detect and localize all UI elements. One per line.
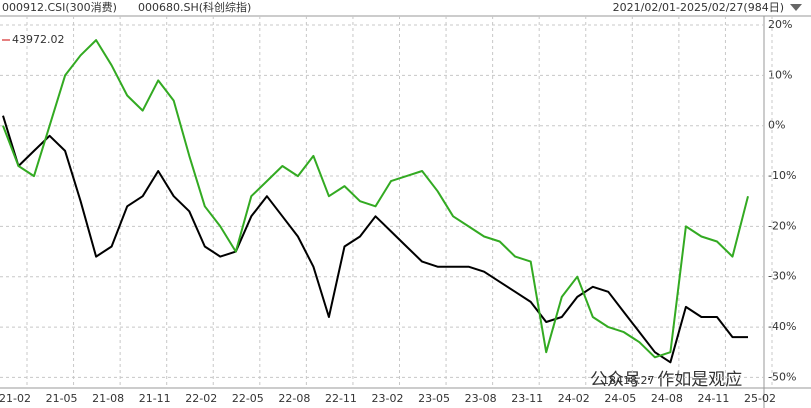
x-tick-label: 22-02 — [185, 392, 217, 405]
x-tick-label: 22-11 — [325, 392, 357, 405]
watermark: 公众号 · 作如是观应 — [590, 370, 742, 390]
x-tick-label: 21-08 — [92, 392, 124, 405]
x-tick-label: 21-05 — [46, 392, 78, 405]
y-tick-label: 10% — [768, 68, 792, 81]
y-tick-label: -30% — [768, 270, 796, 283]
x-tick-label: 25-02 — [744, 392, 776, 405]
annotation: 18418.27 — [602, 374, 655, 387]
x-tick-label: 23-02 — [372, 392, 404, 405]
x-tick-label: 22-05 — [232, 392, 264, 405]
dropdown-icon[interactable] — [790, 4, 802, 11]
x-tick-label: 21-02 — [0, 392, 31, 405]
y-tick-label: 0% — [768, 119, 785, 132]
x-tick-label: 23-08 — [465, 392, 497, 405]
x-tick-label: 24-02 — [558, 392, 590, 405]
y-tick-label: 20% — [768, 18, 792, 31]
x-tick-label: 23-11 — [511, 392, 543, 405]
series-line — [2, 115, 748, 364]
x-tick-label: 24-11 — [697, 392, 729, 405]
y-tick-label: -40% — [768, 320, 796, 333]
annotation: 43972.02 — [12, 33, 65, 46]
x-tick-label: 24-05 — [604, 392, 636, 405]
date-range: 2021/02/01-2025/02/27(984日) — [613, 1, 784, 14]
legend-entry: 000912.CSI(300消费) — [2, 0, 117, 14]
x-tick-label: 23-05 — [418, 392, 450, 405]
x-tick-label: 21-11 — [139, 392, 171, 405]
y-tick-label: -10% — [768, 169, 796, 182]
y-tick-label: -50% — [768, 370, 796, 383]
x-tick-label: 24-08 — [651, 392, 683, 405]
x-tick-label: 22-08 — [278, 392, 310, 405]
series-line — [2, 39, 749, 359]
legend-entry: 000680.SH(科创综指) — [138, 0, 251, 14]
y-tick-label: -20% — [768, 219, 796, 232]
